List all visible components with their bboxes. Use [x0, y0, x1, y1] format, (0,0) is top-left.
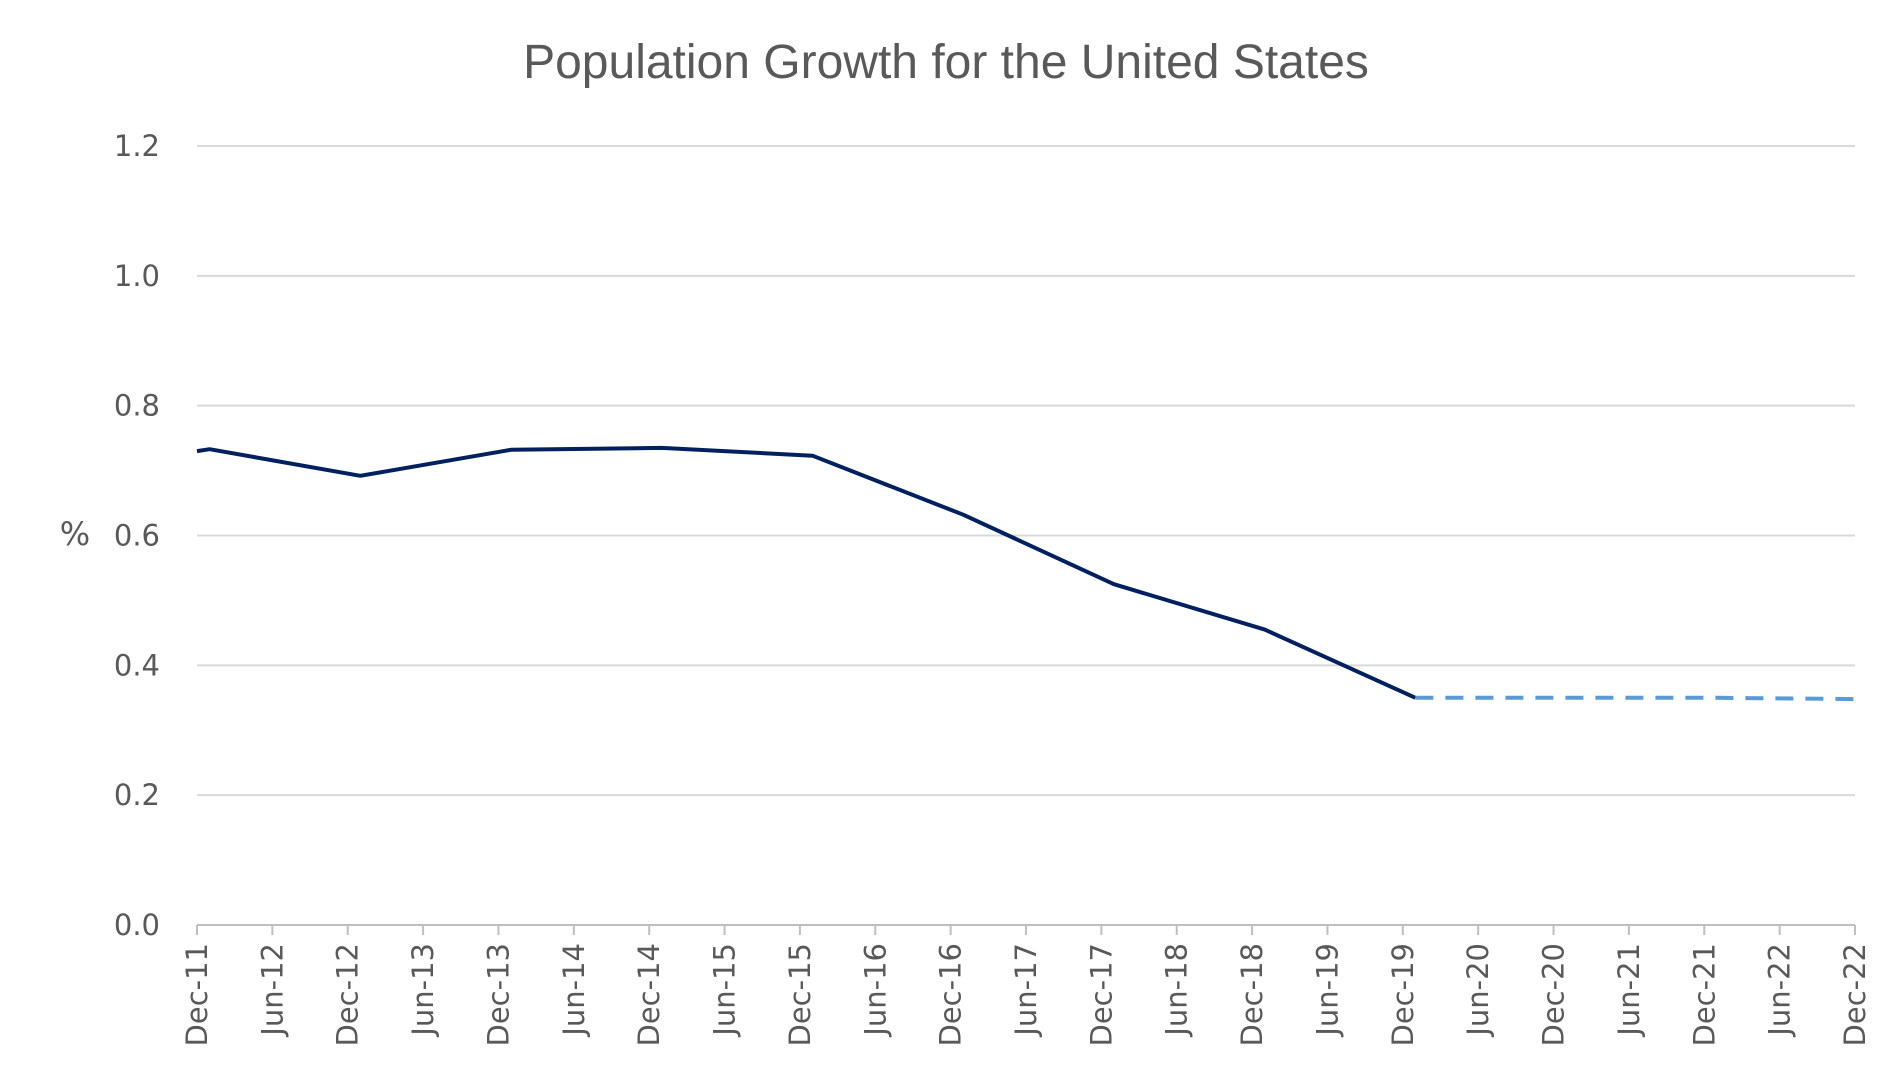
y-axis-ticks: 0.0 0.2 0.4 0.6 0.8 1.0 1.2: [114, 129, 160, 942]
y-tick-label: 1.2: [114, 129, 160, 163]
x-tick-label: Dec-13: [481, 943, 515, 1046]
actual-series-line: [196, 445, 1417, 700]
projection-series-line: [1415, 695, 1856, 702]
x-tick-label: Jun-19: [1310, 943, 1344, 1038]
x-tick-label: Dec-20: [1537, 943, 1571, 1046]
y-tick-label: 1.0: [114, 259, 160, 293]
x-axis-ticks: Dec-11 Jun-12 Dec-12 Jun-13 Dec-13 Jun-14 Dec-…: [180, 925, 1872, 1046]
x-tick-label: Dec-14: [632, 943, 666, 1046]
x-tick-label: Jun-16: [858, 943, 892, 1038]
x-tick-label: Jun-22: [1763, 943, 1797, 1038]
y-tick-label: 0.2: [114, 778, 160, 812]
x-tick-label: Dec-18: [1235, 943, 1269, 1046]
y-tick-label: 0.4: [114, 648, 160, 682]
x-tick-label: Jun-12: [255, 943, 289, 1038]
x-tick-label: Dec-11: [180, 943, 214, 1046]
x-tick-label: Dec-17: [1084, 943, 1118, 1046]
y-tick-label: 0.0: [114, 908, 160, 942]
gridlines: [197, 145, 1855, 926]
x-tick-label: Jun-20: [1461, 943, 1495, 1038]
x-tick-label: Dec-22: [1838, 943, 1872, 1046]
y-tick-label: 0.6: [114, 519, 160, 553]
x-tick-label: Jun-13: [406, 943, 440, 1038]
x-tick-label: Jun-15: [708, 943, 742, 1038]
x-tick-label: Dec-12: [331, 943, 365, 1046]
y-axis-label: %: [60, 515, 90, 553]
x-tick-label: Dec-16: [934, 943, 968, 1046]
x-tick-label: Jun-17: [1009, 943, 1043, 1038]
x-tick-label: Dec-15: [783, 943, 817, 1046]
x-tick-label: Jun-18: [1160, 943, 1194, 1038]
x-tick-label: Dec-21: [1687, 943, 1721, 1046]
y-tick-label: 0.8: [114, 389, 160, 423]
chart-title: Population Growth for the United States: [523, 36, 1369, 89]
x-tick-label: Dec-19: [1386, 943, 1420, 1046]
series-lines: [196, 445, 1856, 702]
x-tick-label: Jun-21: [1612, 943, 1646, 1038]
x-tick-label: Jun-14: [557, 943, 591, 1038]
